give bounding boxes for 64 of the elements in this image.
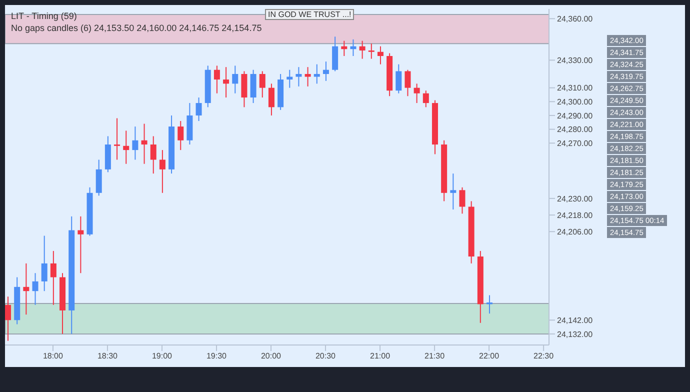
y-tick-label: 24,132.00 xyxy=(557,330,594,339)
x-tick-label: 21:30 xyxy=(424,352,446,361)
candlestick xyxy=(259,70,266,98)
candlestick xyxy=(359,40,366,60)
candlestick xyxy=(268,83,274,116)
x-tick-label: 20:00 xyxy=(260,352,282,361)
candlestick xyxy=(368,43,374,60)
candlestick xyxy=(396,64,402,94)
x-tick-label: 22:30 xyxy=(534,352,554,361)
candlestick xyxy=(141,123,148,164)
candlestick xyxy=(23,262,30,316)
y-tick-label: 24,270.00 xyxy=(557,138,594,148)
candlestick xyxy=(296,66,302,87)
candlestick xyxy=(159,150,166,194)
candlestick xyxy=(459,186,466,214)
candlestick xyxy=(314,64,320,84)
y-tick-label: 24,330.00 xyxy=(557,56,594,65)
candlestick xyxy=(422,90,429,108)
candlestick xyxy=(41,235,48,292)
candlestick xyxy=(286,69,293,88)
x-tick-label: 22:00 xyxy=(479,352,500,361)
candlestick xyxy=(223,66,230,98)
candlestick xyxy=(232,65,238,94)
y-tick-label: 24,230.00 xyxy=(557,194,594,204)
text: No gaps candles (6) 24,153.50 24,160.00 24,146.75 24,154.75 xyxy=(11,23,262,33)
chart-title: LIT - Timing (59) xyxy=(11,11,78,21)
y-tick-label: 24,206.00 xyxy=(557,227,594,236)
candlestick xyxy=(114,118,120,160)
y-tick-label: 24,280.00 xyxy=(557,125,594,134)
y-tick-label: 24,142.00 xyxy=(557,316,594,325)
candlestick xyxy=(350,38,356,57)
candlestick xyxy=(32,272,38,306)
candlestick xyxy=(132,126,138,160)
candlestick xyxy=(78,216,84,274)
candlestick xyxy=(332,36,338,72)
candlestick xyxy=(150,136,156,174)
y-tick-label: 24,290.00 xyxy=(557,111,594,120)
x-tick-label: 19:30 xyxy=(206,352,228,361)
candlestick xyxy=(322,61,329,82)
annotation: IN GOD WE TRUST ...! xyxy=(265,9,354,20)
x-tick-label: 21:00 xyxy=(370,352,391,361)
candlestick xyxy=(414,83,420,104)
y-tick-label: 24,310.00 xyxy=(557,84,594,93)
candlestick xyxy=(123,130,130,164)
y-tick-label: 24,218.00 xyxy=(557,210,594,220)
candlestick xyxy=(450,173,456,210)
candlestick xyxy=(341,40,348,57)
x-tick-label: 18:30 xyxy=(97,352,118,361)
candlestick xyxy=(241,70,248,108)
y-tick-label: 24,360.00 xyxy=(557,14,594,24)
candlestick xyxy=(250,69,256,104)
candlestick xyxy=(377,46,384,65)
x-tick-label: 19:00 xyxy=(152,352,173,361)
candlestick xyxy=(404,69,411,97)
candlestick xyxy=(178,120,184,151)
y-tick-label: 24,300.00 xyxy=(557,97,594,106)
candlestick xyxy=(214,65,220,94)
candlestick xyxy=(50,250,56,306)
x-tick-label: 18:00 xyxy=(42,352,64,361)
candlestick xyxy=(196,96,202,122)
candlestick xyxy=(96,159,102,196)
candlestick xyxy=(304,66,311,87)
x-tick-label: 20:30 xyxy=(315,352,336,361)
candlestick xyxy=(5,296,11,342)
